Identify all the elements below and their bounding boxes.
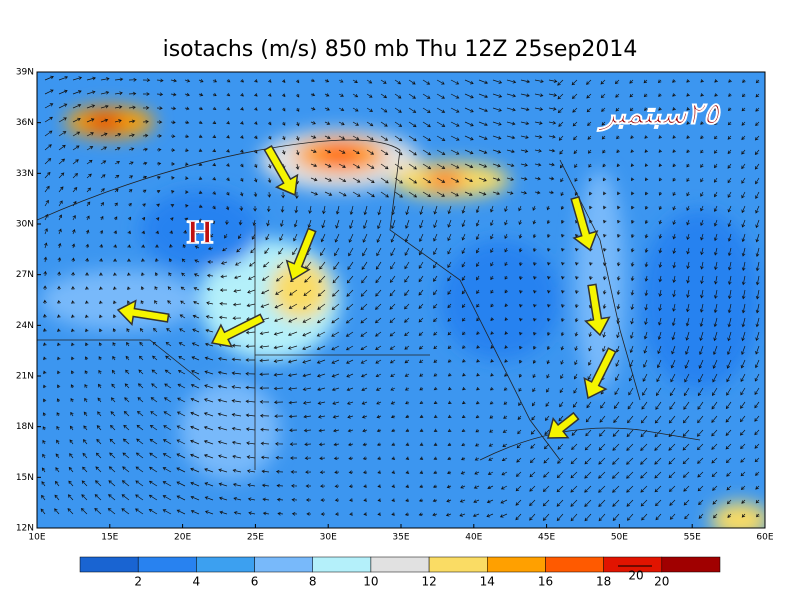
lat-label: 39N [16,68,34,78]
colorbar-label: 18 [596,575,611,589]
colorbar-label: 2 [134,575,142,589]
colorbar-box [312,556,372,573]
flow-arrow [584,283,611,337]
colorbar-label: 10 [363,575,378,589]
borders [37,139,701,470]
lat-label: 36N [16,118,34,128]
lat-label: 15N [16,473,34,483]
field [37,72,765,528]
colorbar-label: 4 [193,575,201,589]
colorbar-label: 14 [480,575,495,589]
lon-label: 50E [611,533,628,543]
lat-label: 18N [16,422,34,432]
flow-arrow [285,227,317,282]
lat-label: 27N [16,270,34,280]
date-annotation: ٢٥سبتمبر [597,97,721,132]
lon-label: 20E [174,533,191,543]
colorbar-box [196,556,255,573]
lat-label: 12N [16,524,34,534]
colorbar-label: 12 [421,575,436,589]
flow-arrow [547,411,580,439]
colorbar-box [428,556,488,573]
lon-label: 30E [320,533,337,543]
lat-label: 24N [16,321,34,331]
flow-arrow [263,144,299,197]
map-title: isotachs (m/s) 850 mb Thu 12Z 25sep2014 [163,37,638,62]
colorbar-box [79,556,139,573]
lat-label: 21N [16,372,34,382]
lon-label: 40E [465,533,482,543]
lon-label: 35E [392,533,409,543]
colorbar-box [661,556,721,573]
colorbar-box [487,556,546,573]
flow-arrow [583,347,617,400]
colorbar-box [137,556,197,573]
colorbar-label: 16 [538,575,553,589]
high-label: H [187,214,213,251]
lat-label: 30N [16,220,34,230]
flow-arrow [210,313,265,348]
reference-vector-label: 20 [628,569,643,583]
lon-label: 15E [101,533,118,543]
lon-label: 60E [756,533,773,543]
flow-arrow [116,299,170,326]
lon-label: 10E [28,533,45,543]
flow-arrow [570,195,599,252]
lon-label: 55E [684,533,701,543]
colorbar-label: 6 [251,575,259,589]
colorbar-box [254,556,313,573]
flow-arrows [116,144,617,439]
colorbar-label: 20 [654,575,669,589]
lon-label: 45E [538,533,555,543]
colorbar-box [370,556,430,573]
colorbar: 2 4 6 8 10 12 14 16 18 20 [79,556,721,589]
colorbar-box [545,556,604,573]
lon-label: 25E [247,533,264,543]
lat-label: 33N [16,169,34,179]
colorbar-label: 8 [309,575,317,589]
